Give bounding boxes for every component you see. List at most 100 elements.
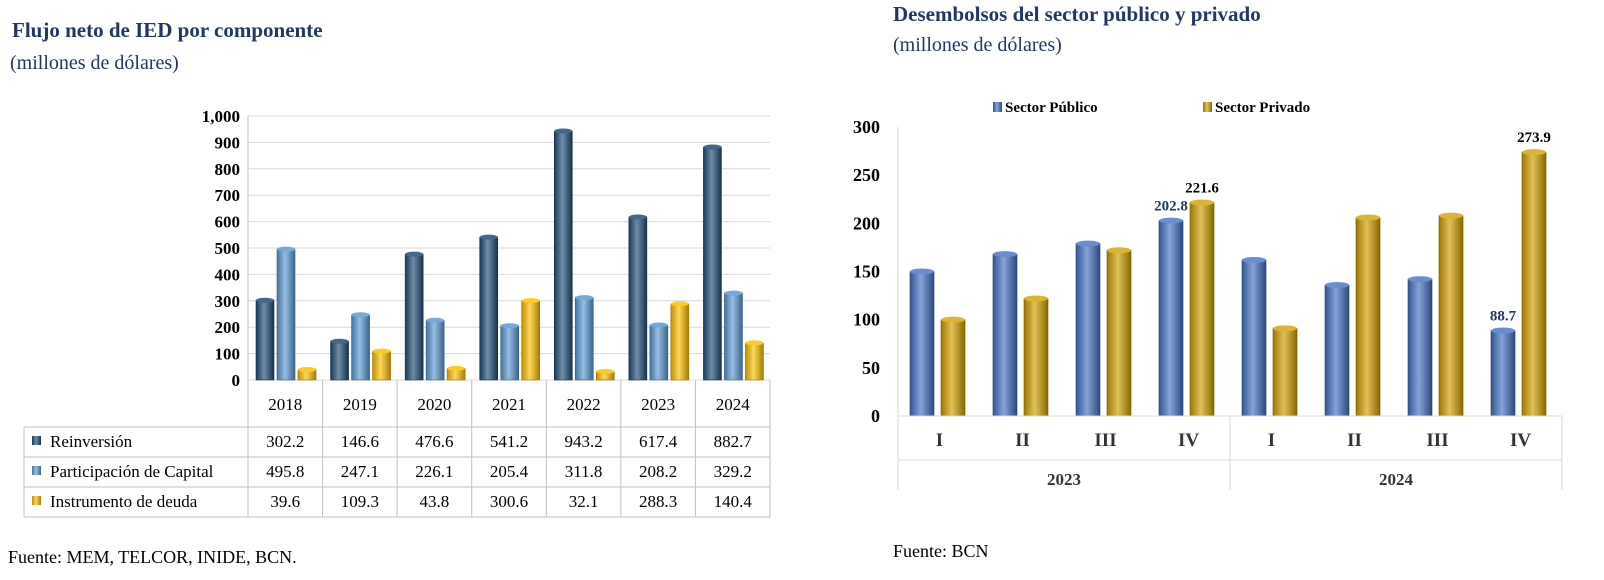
chart-desembolsos-source: Fuente: BCN xyxy=(893,541,989,561)
bar-instrumento-de-deuda-2019 xyxy=(372,350,391,381)
bar-cap xyxy=(426,317,445,323)
table-cell: 882.7 xyxy=(714,432,753,451)
table-cell: 476.6 xyxy=(415,432,453,451)
chart-desembolsos-title: Desembolsos del sector público y privado xyxy=(893,2,1261,26)
bar-cap xyxy=(1107,247,1131,254)
bar-cap xyxy=(596,369,615,375)
y-tick-label: 300 xyxy=(853,117,880,137)
bar-participaci-n-de-capital-2018 xyxy=(276,248,296,381)
bar-cap xyxy=(1325,281,1349,288)
data-label: 202.8 xyxy=(1154,199,1188,215)
y-tick-label: 1,000 xyxy=(202,107,240,126)
chart-ied-title: Flujo neto de IED por componente xyxy=(12,18,323,42)
y-tick-label: 50 xyxy=(862,358,880,378)
bar-sector-p-blico-4 xyxy=(1241,259,1267,417)
x-group-label: 2023 xyxy=(1047,470,1081,489)
x-tick-label: 2020 xyxy=(417,395,451,414)
table-cell: 208.2 xyxy=(639,462,677,481)
bar-cap xyxy=(1076,240,1100,247)
data-label: 88.7 xyxy=(1490,309,1517,325)
table-cell: 300.6 xyxy=(490,492,528,511)
bar-cap xyxy=(1439,212,1463,219)
bar-instrumento-de-deuda-2023 xyxy=(670,303,690,381)
x-group-label: 2024 xyxy=(1379,470,1414,489)
bar-participaci-n-de-capital-2020 xyxy=(425,320,445,381)
bar-cap xyxy=(993,251,1017,258)
bar-sector-privado-1 xyxy=(1023,298,1049,417)
bar-sector-privado-4 xyxy=(1272,328,1298,417)
x-tick-label: I xyxy=(936,430,943,451)
y-tick-label: 0 xyxy=(232,371,241,390)
bar-cap xyxy=(298,367,316,373)
bar-cap xyxy=(745,340,764,346)
y-tick-label: 100 xyxy=(853,310,880,330)
table-cell: 226.1 xyxy=(415,462,453,481)
bar-sector-privado-3 xyxy=(1189,202,1215,417)
bar-sector-p-blico-0 xyxy=(909,271,935,417)
table-cell: 329.2 xyxy=(714,462,752,481)
legend-key-0 xyxy=(32,436,41,445)
x-tick-label: 2022 xyxy=(567,395,601,414)
legend-entry: Sector Privado xyxy=(1215,100,1310,116)
bar-cap xyxy=(670,301,689,307)
data-label: 273.9 xyxy=(1517,130,1551,146)
y-tick-label: 500 xyxy=(215,239,241,258)
bar-instrumento-de-deuda-2021 xyxy=(521,300,541,381)
legend-entry: Instrumento de deuda xyxy=(50,492,198,511)
bar-instrumento-de-deuda-2024 xyxy=(745,342,764,381)
table-cell: 617.4 xyxy=(639,432,678,451)
x-tick-label: II xyxy=(1015,430,1030,451)
bar-sector-p-blico-7 xyxy=(1490,330,1516,417)
bar-cap xyxy=(910,268,934,275)
bar-sector-privado-6 xyxy=(1438,215,1464,417)
x-tick-label: 2021 xyxy=(492,395,526,414)
x-tick-label: IV xyxy=(1178,430,1199,451)
bar-cap xyxy=(447,365,466,371)
table-cell: 943.2 xyxy=(564,432,602,451)
y-tick-label: 200 xyxy=(215,318,241,337)
x-tick-label: 2023 xyxy=(641,395,675,414)
chart-desembolsos-bars xyxy=(909,149,1547,417)
table-cell: 288.3 xyxy=(639,492,677,511)
table-cell: 495.8 xyxy=(266,462,304,481)
bar-sector-p-blico-1 xyxy=(992,253,1018,417)
y-tick-label: 400 xyxy=(215,265,241,284)
bar-cap xyxy=(724,290,743,296)
y-tick-label: 300 xyxy=(215,292,241,311)
bar-reinversi-n-2021 xyxy=(479,236,499,381)
x-tick-label: II xyxy=(1347,430,1362,451)
table-cell: 205.4 xyxy=(490,462,529,481)
bar-sector-privado-7 xyxy=(1521,151,1547,417)
bar-sector-privado-5 xyxy=(1355,217,1381,417)
legend-entry: Sector Público xyxy=(1005,100,1098,116)
bar-sector-p-blico-5 xyxy=(1324,284,1350,417)
bar-sector-p-blico-2 xyxy=(1075,243,1101,417)
table-cell: 541.2 xyxy=(490,432,528,451)
y-tick-label: 800 xyxy=(215,160,241,179)
bar-cap xyxy=(649,322,668,328)
legend-key-2 xyxy=(32,496,41,505)
data-label: 221.6 xyxy=(1185,181,1219,197)
chart-ied-subtitle: (millones de dólares) xyxy=(10,52,179,74)
y-tick-label: 250 xyxy=(853,165,880,185)
bar-participaci-n-de-capital-2024 xyxy=(724,292,743,381)
y-tick-label: 700 xyxy=(215,186,241,205)
bar-cap xyxy=(575,295,594,301)
bar-sector-privado-2 xyxy=(1106,250,1132,417)
chart-desembolsos-y-axis: 0 50 100 150 200 250 300 xyxy=(853,117,899,426)
chart-desembolsos-subtitle: (millones de dólares) xyxy=(893,34,1062,56)
legend-key-0 xyxy=(993,102,1002,112)
bar-cap xyxy=(330,338,349,344)
bar-sector-p-blico-6 xyxy=(1407,278,1433,417)
chart-desembolsos-data-labels: 202.8 221.6 88.7 273.9 xyxy=(1154,130,1551,324)
chart-ied-source: Fuente: MEM, TELCOR, INIDE, BCN. xyxy=(8,547,297,567)
chart-ied-y-axis: 0 100 200 300 400 500 600 700 800 900 1,000 xyxy=(202,107,240,390)
table-cell: 39.6 xyxy=(270,492,300,511)
x-tick-label: 2018 xyxy=(268,395,302,414)
table-cell: 302.2 xyxy=(266,432,304,451)
legend-entry: Reinversión xyxy=(50,432,133,451)
table-cell: 43.8 xyxy=(420,492,450,511)
bar-cap xyxy=(1356,214,1380,221)
bar-participaci-n-de-capital-2019 xyxy=(351,314,370,381)
